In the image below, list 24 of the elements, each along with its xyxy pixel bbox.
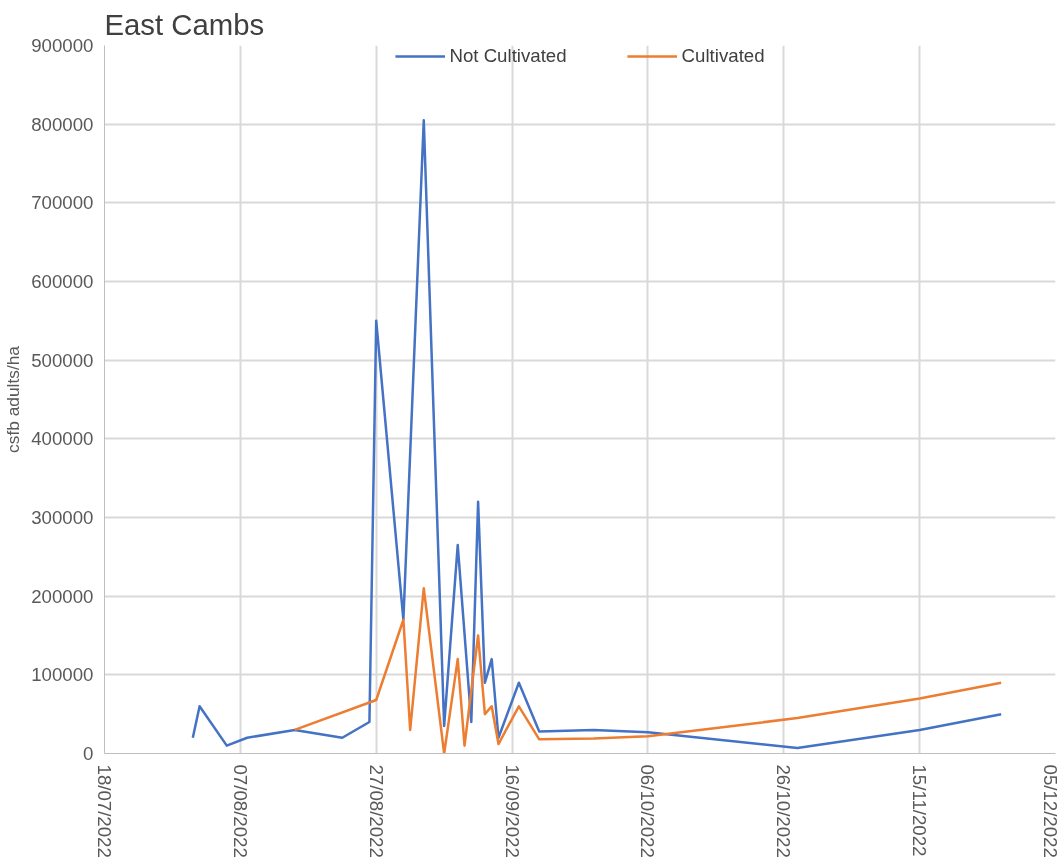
x-tick-label: 05/12/2022 <box>1039 764 1061 858</box>
x-tick-label: 07/08/2022 <box>229 764 251 858</box>
y-tick-label: 500000 <box>31 349 94 371</box>
x-tick-label: 06/10/2022 <box>637 764 659 858</box>
x-tick-label: 26/10/2022 <box>773 764 795 858</box>
y-tick-label: 900000 <box>31 35 94 56</box>
legend-label: Not Cultivated <box>449 45 567 67</box>
x-tick-label: 18/07/2022 <box>94 764 115 858</box>
line-series <box>191 118 1003 750</box>
y-axis-title: csfb adults/ha <box>3 345 24 453</box>
y-tick-label: 200000 <box>31 585 94 607</box>
y-tick-label: 300000 <box>31 507 94 528</box>
x-tick-label: 16/09/2022 <box>501 764 523 858</box>
chart-title: East Cambs <box>104 7 265 41</box>
y-tick-label: 100000 <box>31 664 94 686</box>
y-tick-label: 800000 <box>31 113 94 135</box>
x-tick-label: 15/11/2022 <box>909 764 931 857</box>
line-series <box>293 587 1003 754</box>
y-tick-label: 400000 <box>31 428 94 450</box>
y-tick-label: 0 <box>83 743 94 764</box>
y-tick-label: 600000 <box>31 271 94 292</box>
x-tick-label: 27/08/2022 <box>365 764 387 858</box>
y-tick-label: 700000 <box>31 192 94 214</box>
legend-label: Cultivated <box>681 45 765 67</box>
